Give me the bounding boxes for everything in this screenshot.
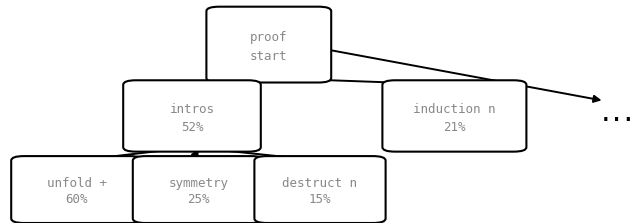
Text: ...: ... [600, 106, 636, 126]
Text: 60%: 60% [65, 194, 88, 206]
FancyBboxPatch shape [11, 156, 143, 223]
Text: symmetry: symmetry [168, 177, 228, 190]
Text: intros: intros [170, 103, 214, 116]
Text: 21%: 21% [443, 121, 466, 134]
Text: proof: proof [250, 31, 287, 44]
FancyBboxPatch shape [133, 156, 264, 223]
Text: destruct n: destruct n [282, 177, 358, 190]
Text: 25%: 25% [187, 194, 210, 206]
FancyBboxPatch shape [383, 80, 526, 152]
Text: start: start [250, 50, 287, 63]
Text: 15%: 15% [308, 194, 332, 206]
FancyBboxPatch shape [206, 7, 332, 83]
Text: 52%: 52% [180, 121, 204, 134]
Text: induction n: induction n [413, 103, 495, 116]
FancyBboxPatch shape [123, 80, 261, 152]
FancyBboxPatch shape [254, 156, 385, 223]
Text: unfold +: unfold + [47, 177, 107, 190]
